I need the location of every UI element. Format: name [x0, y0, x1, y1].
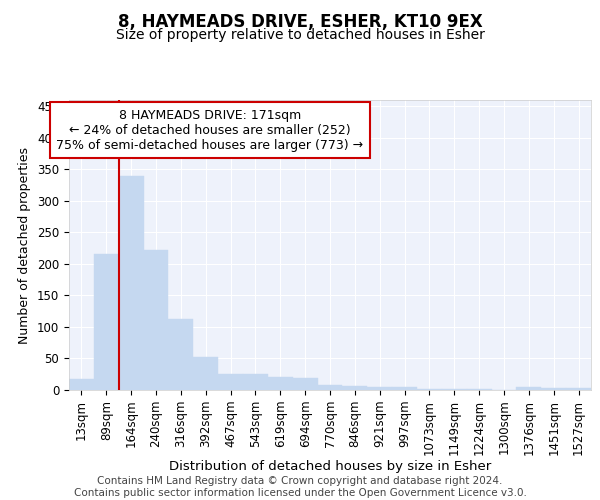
Bar [193, 356, 218, 390]
Bar [541, 388, 566, 390]
Text: 8 HAYMEADS DRIVE: 171sqm
← 24% of detached houses are smaller (252)
75% of semi-: 8 HAYMEADS DRIVE: 171sqm ← 24% of detach… [56, 108, 364, 152]
Bar [343, 386, 367, 390]
Bar [218, 374, 243, 390]
Bar [517, 388, 541, 390]
Bar [119, 176, 143, 390]
Bar [392, 388, 417, 390]
Y-axis label: Number of detached properties: Number of detached properties [19, 146, 31, 344]
Text: Size of property relative to detached houses in Esher: Size of property relative to detached ho… [116, 28, 484, 42]
Bar [566, 388, 591, 390]
X-axis label: Distribution of detached houses by size in Esher: Distribution of detached houses by size … [169, 460, 491, 473]
Bar [143, 250, 169, 390]
Bar [169, 319, 193, 390]
Text: Contains HM Land Registry data © Crown copyright and database right 2024.
Contai: Contains HM Land Registry data © Crown c… [74, 476, 526, 498]
Bar [268, 378, 293, 390]
Text: 8, HAYMEADS DRIVE, ESHER, KT10 9EX: 8, HAYMEADS DRIVE, ESHER, KT10 9EX [118, 12, 482, 30]
Bar [367, 388, 392, 390]
Bar [293, 378, 317, 390]
Bar [317, 385, 343, 390]
Bar [69, 380, 94, 390]
Bar [243, 374, 268, 390]
Bar [94, 254, 119, 390]
